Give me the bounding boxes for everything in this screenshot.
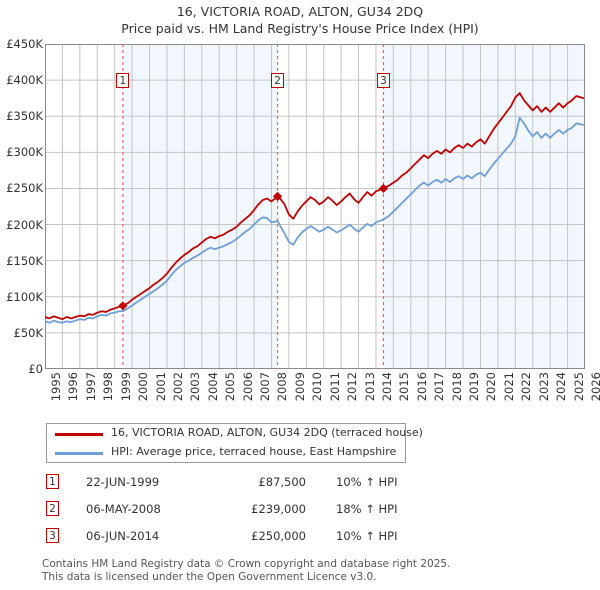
chart-legend: 16, VICTORIA ROAD, ALTON, GU34 2DQ (terr… <box>46 423 423 463</box>
x-axis-tick: 2014 <box>379 372 394 402</box>
y-axis-tick: £50K <box>13 325 44 340</box>
x-axis-tick: 1999 <box>118 372 133 402</box>
x-axis-tick: 2001 <box>153 372 168 402</box>
transaction-date-1: 22-JUN-1999 <box>86 475 160 489</box>
transaction-marker-2: 2 <box>46 501 59 516</box>
y-axis-tick: £0 <box>28 362 43 376</box>
x-axis-tick: 2000 <box>136 372 151 402</box>
legend-swatch-hpi <box>55 452 103 455</box>
x-axis-tick: 2008 <box>275 372 290 402</box>
transaction-price-1: £87,500 <box>258 475 306 489</box>
y-axis-tick: £400K <box>6 73 43 88</box>
transaction-date-2: 06-MAY-2008 <box>86 502 161 516</box>
legend-label-property: 16, VICTORIA ROAD, ALTON, GU34 2DQ (terr… <box>111 426 423 439</box>
x-axis-tick: 2002 <box>170 372 185 402</box>
transaction-price-2: £239,000 <box>251 502 306 516</box>
transactions-table: 1 22-JUN-1999 £87,500 10% ↑ HPI 2 06-MAY… <box>46 470 466 551</box>
table-row: 1 22-JUN-1999 £87,500 10% ↑ HPI <box>46 470 466 497</box>
transaction-hpi-1: 10% ↑ HPI <box>336 475 398 489</box>
x-axis-tick: 2025 <box>571 372 586 402</box>
x-axis-tick: 2023 <box>536 372 551 402</box>
x-axis-tick: 2005 <box>223 372 238 402</box>
x-axis-tick: 2009 <box>292 372 307 402</box>
x-axis-tick: 2026 <box>589 372 600 402</box>
y-axis-tick: £150K <box>6 253 43 268</box>
transaction-price-3: £250,000 <box>251 529 306 543</box>
y-axis-tick: £250K <box>6 181 43 196</box>
chart-plot-area <box>45 44 585 369</box>
x-axis-tick: 1998 <box>101 372 116 402</box>
y-axis-tick: £200K <box>6 217 43 232</box>
x-axis-tick: 2007 <box>258 372 273 402</box>
x-axis-tick: 2017 <box>432 372 447 402</box>
chart-marker-2: 2 <box>271 73 285 88</box>
table-row: 3 06-JUN-2014 £250,000 10% ↑ HPI <box>46 524 466 551</box>
page-subtitle: Price paid vs. HM Land Registry's House … <box>121 21 479 36</box>
legend-swatch-property <box>55 433 103 436</box>
legend-item-property: 16, VICTORIA ROAD, ALTON, GU34 2DQ (terr… <box>47 424 423 444</box>
x-axis-labels: 1995 1996 1997 1998 1999 2000 2001 2002 2003 2004… <box>45 372 600 418</box>
transaction-marker-1: 1 <box>46 474 59 489</box>
x-axis-tick: 2013 <box>362 372 377 402</box>
x-axis-tick: 2011 <box>327 372 342 402</box>
y-axis-labels: £0 £50K £100K £150K £200K £250K £300K £350K £400… <box>0 37 44 376</box>
footer-line-2: This data is licensed under the Open Gov… <box>42 570 377 583</box>
x-axis-tick: 1997 <box>83 372 98 402</box>
x-axis-tick: 1995 <box>49 372 63 402</box>
page-title: 16, VICTORIA ROAD, ALTON, GU34 2DQ <box>176 4 424 19</box>
x-axis-tick: 2006 <box>240 372 255 402</box>
x-axis-tick: 2015 <box>397 372 412 402</box>
chart-marker-3: 3 <box>376 73 390 88</box>
legend-label-hpi: HPI: Average price, terraced house, East… <box>111 445 397 458</box>
footer-line-1: Contains HM Land Registry data © Crown c… <box>42 558 451 570</box>
transaction-hpi-2: 18% ↑ HPI <box>336 502 398 516</box>
x-axis-tick: 2010 <box>310 372 325 402</box>
x-axis-tick: 2024 <box>554 372 569 402</box>
copyright-footer: Contains HM Land Registry data © Crown c… <box>42 558 562 583</box>
x-axis-tick: 2003 <box>188 372 203 402</box>
legend-item-hpi: HPI: Average price, terraced house, East… <box>47 443 405 463</box>
transaction-date-3: 06-JUN-2014 <box>86 529 160 543</box>
y-axis-tick: £450K <box>6 37 43 51</box>
x-axis-tick: 2004 <box>205 372 220 402</box>
x-axis-tick: 2021 <box>501 372 516 402</box>
x-axis-tick: 2016 <box>414 372 429 402</box>
price-history-chart <box>45 44 585 369</box>
y-axis-tick: £300K <box>6 145 43 160</box>
x-axis-tick: 2019 <box>467 372 482 402</box>
transaction-marker-3: 3 <box>46 528 59 543</box>
transaction-hpi-3: 10% ↑ HPI <box>336 529 398 543</box>
x-axis-tick: 2020 <box>484 372 499 402</box>
y-axis-tick: £350K <box>6 109 43 124</box>
x-axis-tick: 1996 <box>66 372 81 402</box>
chart-marker-1: 1 <box>116 73 130 88</box>
x-axis-tick: 2012 <box>345 372 360 402</box>
table-row: 2 06-MAY-2008 £239,000 18% ↑ HPI <box>46 497 466 524</box>
x-axis-tick: 2018 <box>449 372 464 402</box>
x-axis-tick: 2022 <box>519 372 534 402</box>
y-axis-tick: £100K <box>6 289 43 304</box>
